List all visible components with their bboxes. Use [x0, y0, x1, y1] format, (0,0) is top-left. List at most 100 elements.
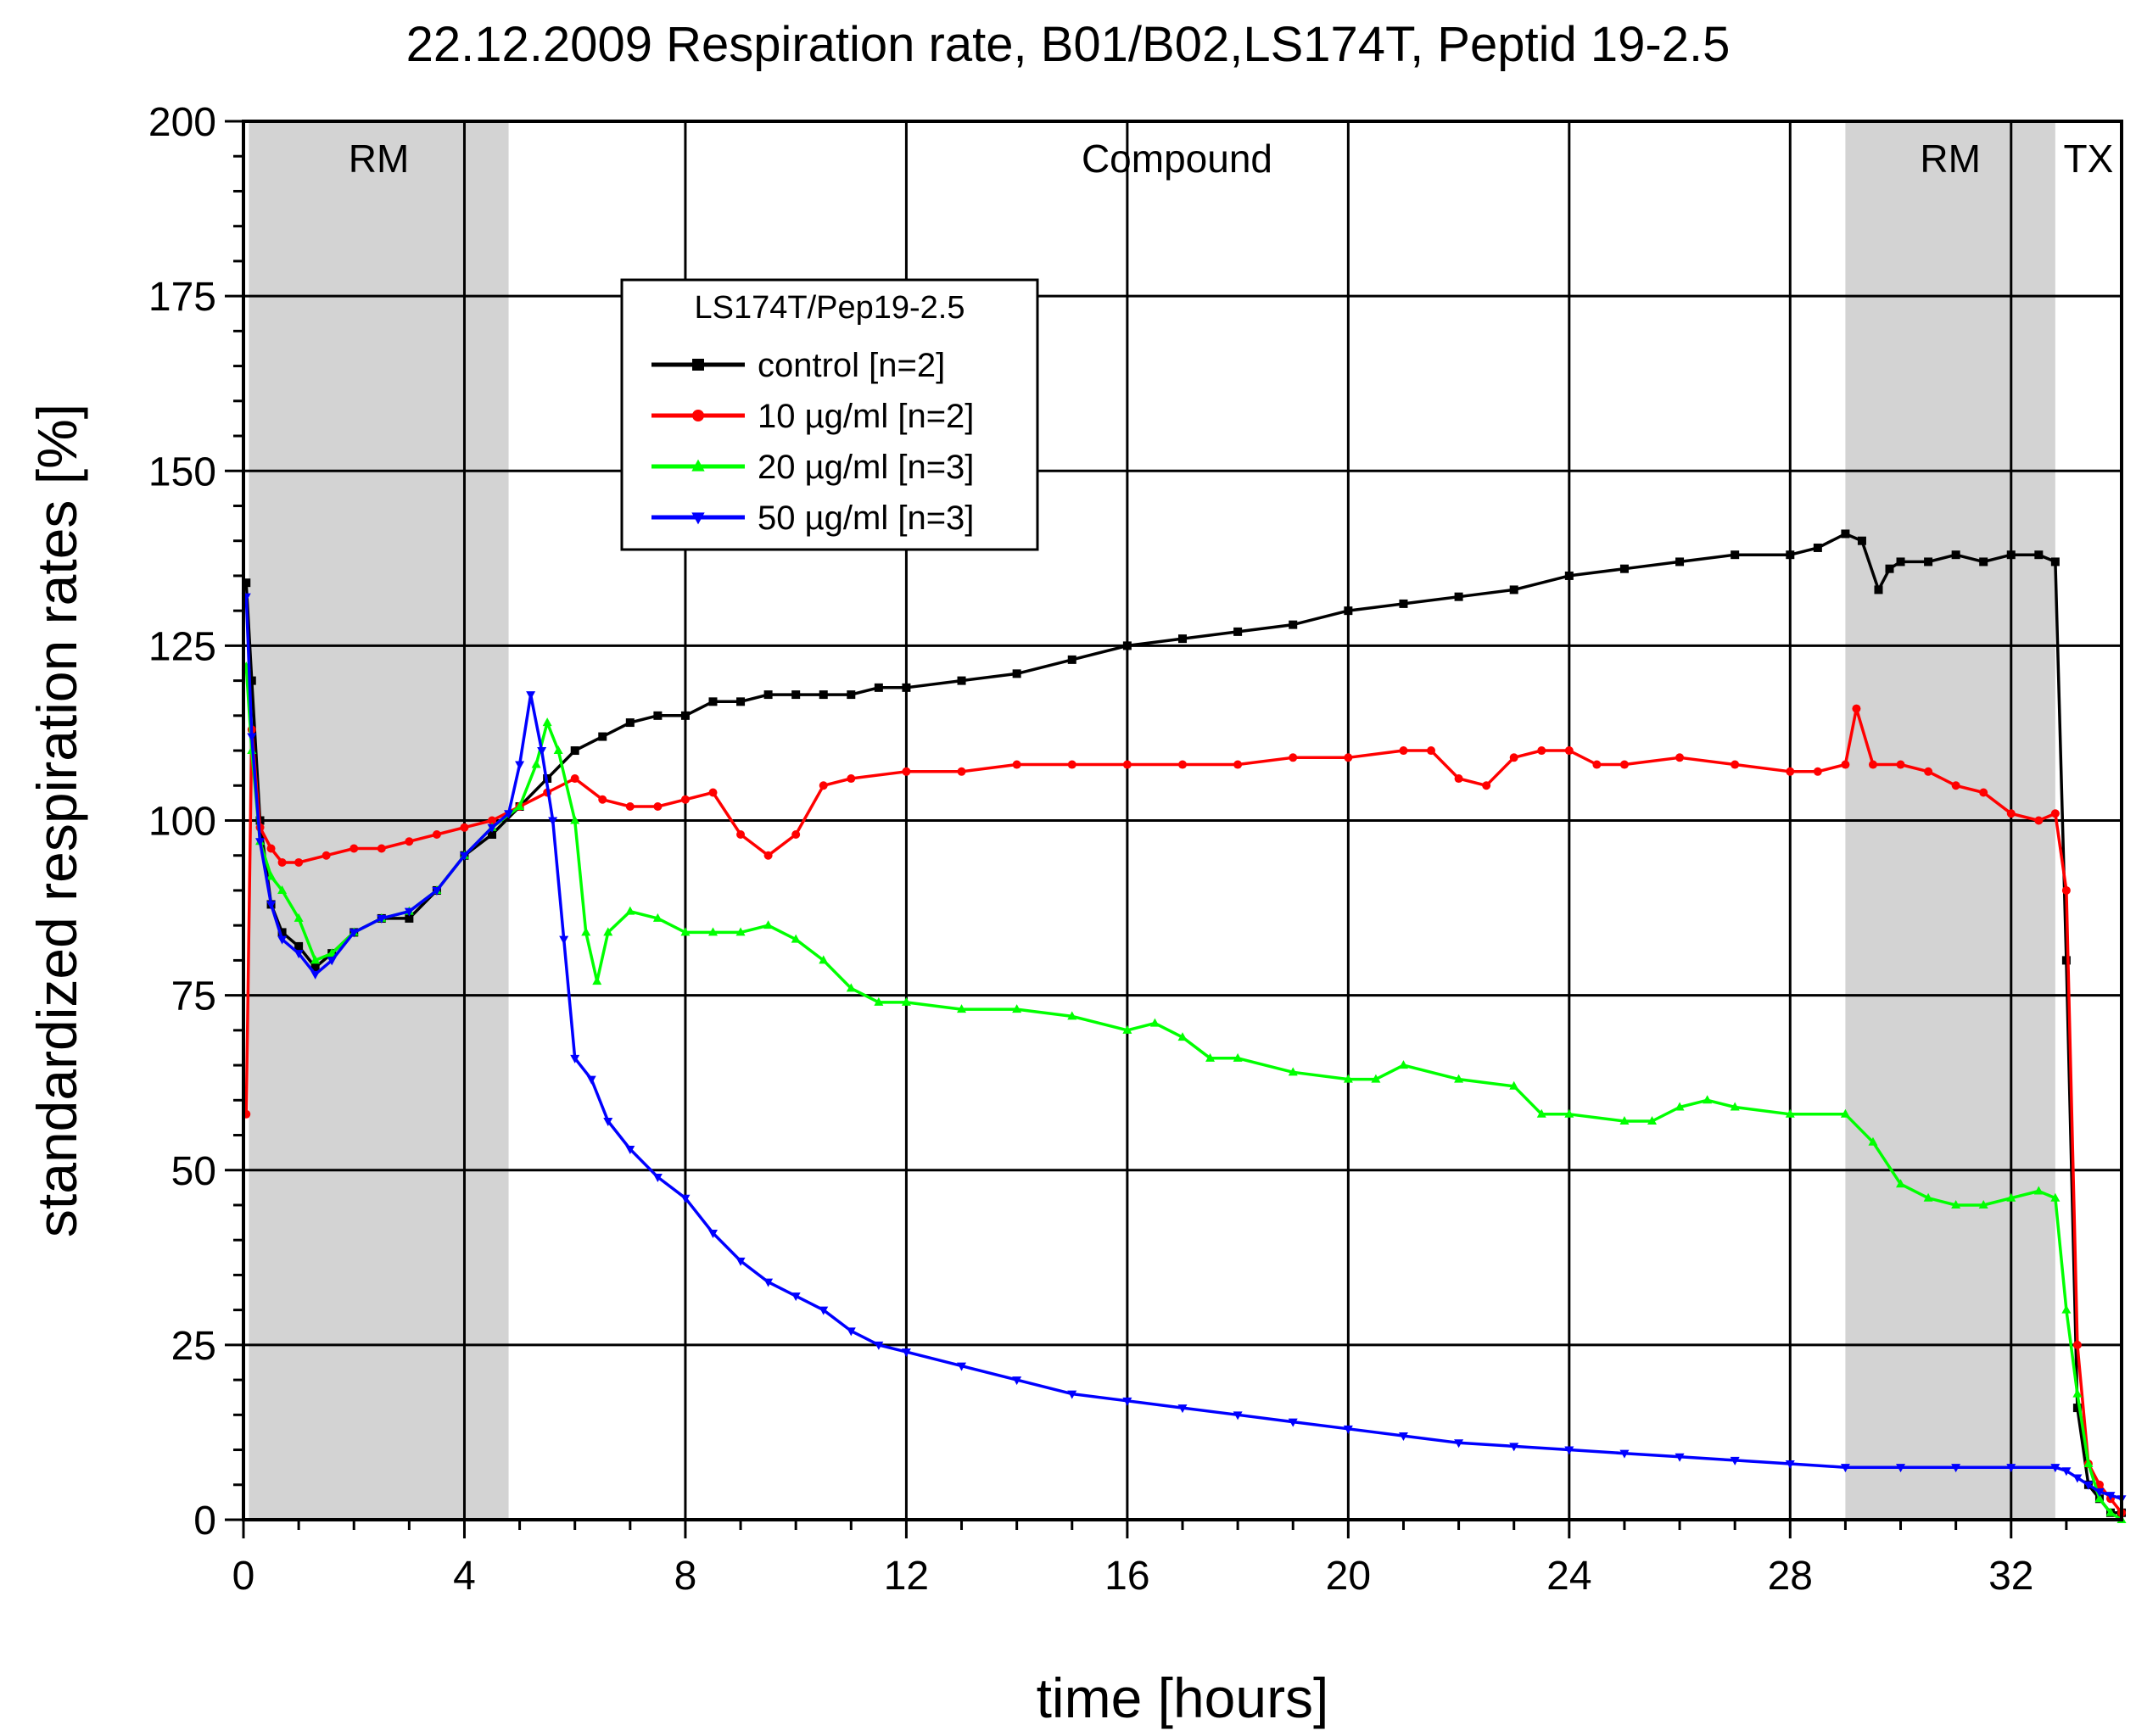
series-3-point-43	[1454, 1439, 1464, 1449]
series-1-point-24	[819, 781, 828, 790]
series-3-point-56	[2072, 1474, 2083, 1483]
x-tick-label-12: 12	[884, 1554, 929, 1599]
series-1-point-48	[1841, 760, 1850, 769]
series-3-point-37	[1122, 1397, 1132, 1406]
series-1-point-46	[1786, 767, 1795, 776]
series-3-point-15	[515, 761, 525, 770]
series-2-point-49	[1619, 1116, 1630, 1125]
series-1-point-55	[2006, 809, 2016, 818]
series-3-point-31	[846, 1327, 856, 1337]
x-tick-label-4: 4	[453, 1554, 476, 1599]
region-labels: RM Compound RM TX	[349, 137, 2114, 181]
series-2-point-28	[791, 934, 801, 943]
series-2-point-41	[1288, 1067, 1298, 1076]
series-1-point-49	[1852, 704, 1861, 713]
series-2-point-24	[680, 927, 691, 936]
series-3-point-20	[570, 1054, 580, 1063]
series-line-2	[244, 666, 2122, 1521]
series-3-point-39	[1233, 1411, 1243, 1421]
series-3-point-38	[1177, 1404, 1188, 1414]
series-2-point-20	[592, 976, 602, 985]
series-3-point-29	[791, 1292, 801, 1302]
series-3-point-25	[680, 1194, 691, 1203]
series-1-point-3	[266, 844, 276, 853]
series-1-point-43	[1619, 760, 1629, 769]
y-tick-label-50: 50	[171, 1149, 216, 1194]
series-0-point-58	[2072, 1404, 2082, 1413]
series-0-point-54	[2006, 550, 2016, 560]
series-0-point-43	[1731, 550, 1740, 560]
series-1-point-27	[957, 767, 966, 776]
series-1-point-42	[1592, 760, 1602, 769]
series-line-0	[244, 532, 2122, 1515]
legend-marker-3	[691, 512, 705, 525]
series-0-point-23	[763, 690, 773, 700]
region-label-0: RM	[349, 137, 410, 181]
series-2-point-63	[2050, 1192, 2061, 1202]
series-3-point-23	[625, 1146, 635, 1155]
series-line-3	[244, 596, 2122, 1500]
y-tick-label-75: 75	[171, 974, 216, 1019]
series-3-point-13	[487, 823, 497, 833]
series-0-point-49	[1885, 564, 1894, 573]
series-1-point-57	[2050, 809, 2060, 818]
x-tick-label-28: 28	[1768, 1554, 1813, 1599]
series-1-point-11	[460, 823, 469, 832]
series-1	[242, 704, 2126, 1517]
series-1-point-32	[1233, 760, 1243, 769]
series-3	[241, 593, 2127, 1504]
series-2-point-52	[1703, 1095, 1713, 1104]
series-2-point-32	[901, 996, 911, 1006]
series-1-point-31	[1178, 760, 1187, 769]
series-3-point-17	[537, 747, 547, 756]
series-2-point-29	[819, 955, 829, 964]
chart-title: 22.12.2009 Respiration rate, B01/B02,LS1…	[406, 17, 1731, 72]
y-tick-label-0: 0	[193, 1499, 216, 1543]
series-0-point-44	[1786, 550, 1795, 560]
series-2-point-39	[1205, 1052, 1216, 1062]
legend-label-2: 20 µg/ml [n=3]	[758, 449, 974, 486]
series-1-point-6	[322, 851, 331, 860]
series-3-point-42	[1398, 1432, 1408, 1442]
series-3-point-41	[1343, 1425, 1353, 1434]
series-2-point-44	[1398, 1060, 1408, 1069]
x-tick-label-32: 32	[1988, 1554, 2033, 1599]
y-tick-label-25: 25	[171, 1324, 216, 1369]
series-1-point-35	[1399, 746, 1408, 756]
series-3-point-24	[652, 1173, 663, 1182]
series-1-point-59	[2072, 1340, 2082, 1349]
series-3-point-49	[1785, 1460, 1795, 1470]
series-0-point-4	[277, 928, 287, 937]
series-2-point-51	[1675, 1102, 1685, 1111]
legend-marker-1	[692, 410, 704, 421]
series-1-point-45	[1731, 760, 1740, 769]
region-label-3: TX	[2064, 137, 2114, 181]
series-0-point-35	[1289, 620, 1298, 629]
y-tick-label-125: 125	[148, 624, 216, 669]
series-0-point-40	[1564, 571, 1574, 580]
series-3-point-18	[548, 817, 558, 826]
series-2-point-47	[1536, 1108, 1546, 1118]
series-1-point-33	[1289, 753, 1298, 762]
series-2-point-16	[542, 717, 552, 727]
series-2-point-67	[2094, 1493, 2105, 1503]
series-3-point-35	[1012, 1376, 1022, 1386]
series-1-point-40	[1537, 746, 1546, 756]
series-2-point-17	[553, 745, 563, 755]
series-0-point-6	[310, 963, 320, 972]
x-tick-label-24: 24	[1546, 1554, 1591, 1599]
series-2-point-46	[1509, 1080, 1519, 1090]
series-1-point-53	[1951, 781, 1960, 790]
series-2-point-19	[581, 927, 591, 936]
series-3-point-36	[1067, 1390, 1077, 1399]
series-0-point-19	[653, 711, 663, 720]
series-0-point-26	[847, 690, 856, 700]
series-0-point-29	[957, 676, 966, 685]
series-0-point-25	[819, 690, 828, 700]
series-2-point-62	[2033, 1186, 2044, 1195]
series-3-point-40	[1288, 1418, 1298, 1427]
series-2-point-31	[874, 996, 884, 1006]
series-1-point-22	[763, 851, 773, 860]
series-0-point-56	[2050, 557, 2060, 567]
series-1-point-51	[1896, 760, 1905, 769]
